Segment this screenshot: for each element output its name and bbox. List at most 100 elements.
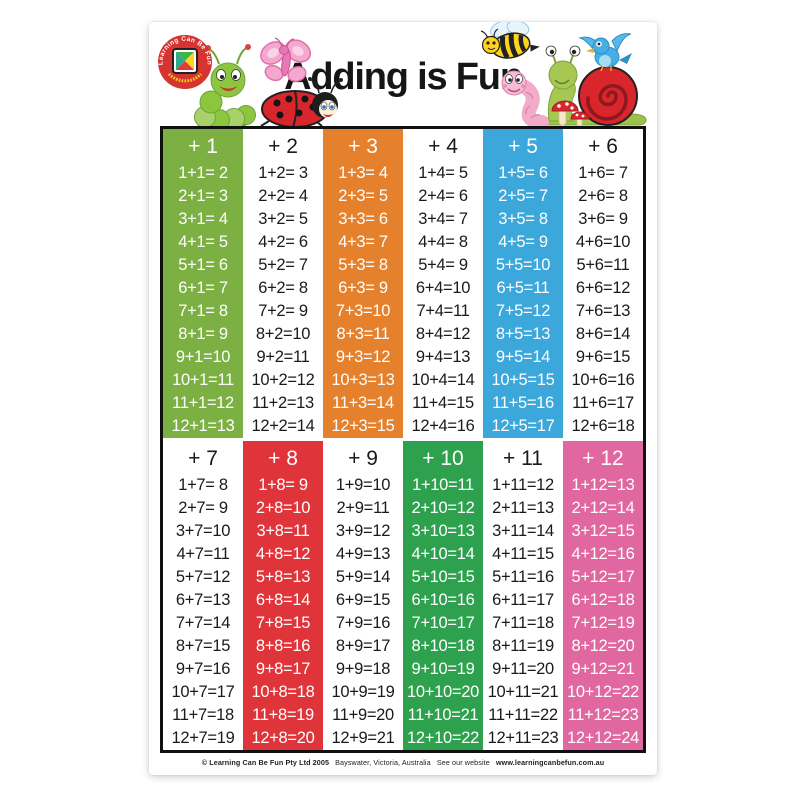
- equation: 3+11=14: [492, 522, 554, 541]
- equation: 9+7=16: [175, 660, 231, 679]
- equation: 1+6= 7: [578, 164, 628, 183]
- equation: 8+1= 9: [178, 325, 228, 344]
- equation: 2+6= 8: [578, 187, 628, 206]
- column-header: + 5: [508, 135, 538, 158]
- equation: 12+12=24: [567, 729, 639, 748]
- copyright-location: Bayswater, Victoria, Australia: [335, 758, 431, 767]
- equation: 8+8=16: [255, 637, 311, 656]
- equation: 10+1=11: [172, 371, 234, 390]
- equation: 9+12=21: [571, 660, 635, 679]
- column-header: + 2: [268, 135, 298, 158]
- equation: 2+2= 4: [258, 187, 308, 206]
- equation: 1+4= 5: [418, 164, 468, 183]
- equation: 2+7= 9: [178, 499, 228, 518]
- equation: 10+7=17: [171, 683, 235, 702]
- equation: 4+3= 7: [338, 233, 388, 252]
- column-header: + 6: [588, 135, 618, 158]
- equation: 10+5=15: [491, 371, 555, 390]
- addition-column: + 7 1+7= 8 2+7= 9 3+7=10 4+7=11 5+7=12 6+7=13 7…: [163, 441, 243, 750]
- equation: 7+4=11: [416, 302, 470, 321]
- equation: 12+5=17: [491, 417, 555, 436]
- addition-column: + 4 1+4= 5 2+4= 6 3+4= 7 4+4= 8 5+4= 9 6+4=10 7…: [403, 129, 483, 438]
- addition-column: + 9 1+9=10 2+9=11 3+9=12 4+9=13 5+9=14 6+9=15 7…: [323, 441, 403, 750]
- addition-column: + 8 1+8= 9 2+8=10 3+8=11 4+8=12 5+8=13 6+8=14 7…: [243, 441, 323, 750]
- equation: 9+8=17: [255, 660, 311, 679]
- copyright-publisher: © Learning Can Be Fun Pty Ltd 2005: [201, 758, 330, 767]
- addition-column: + 12 1+12=13 2+12=14 3+12=15 4+12=16 5+12=17 6…: [563, 441, 643, 750]
- equation: 7+3=10: [335, 302, 391, 321]
- equation: 9+2=11: [256, 348, 310, 367]
- equation: 5+9=14: [335, 568, 391, 587]
- equation: 11+5=16: [492, 394, 554, 413]
- equation: 10+6=16: [571, 371, 635, 390]
- column-header: + 3: [348, 135, 378, 158]
- equation: 6+7=13: [175, 591, 231, 610]
- equation: 2+8=10: [255, 499, 311, 518]
- equation: 8+7=15: [175, 637, 231, 656]
- equation: 10+11=21: [487, 683, 559, 702]
- equation: 5+5=10: [495, 256, 551, 275]
- equation: 3+12=15: [571, 522, 635, 541]
- equation: 7+9=16: [335, 614, 391, 633]
- lcbf-logo: Learning Can Be Fun: [157, 35, 212, 89]
- equation: 3+8=11: [256, 522, 310, 541]
- equation: 4+6=10: [575, 233, 631, 252]
- equation: 1+8= 9: [258, 476, 308, 495]
- column-header: + 7: [188, 447, 218, 470]
- equation: 11+4=15: [412, 394, 474, 413]
- equation: 8+4=12: [415, 325, 471, 344]
- equation: 3+3= 6: [338, 210, 388, 229]
- equation: 7+2= 9: [258, 302, 308, 321]
- equation: 6+12=18: [571, 591, 635, 610]
- equation: 4+7=11: [176, 545, 230, 564]
- equation: 2+3= 5: [338, 187, 388, 206]
- equation: 7+5=12: [495, 302, 551, 321]
- equation: 12+9=21: [331, 729, 395, 748]
- equation: 1+11=12: [492, 476, 554, 495]
- equation: 2+12=14: [571, 499, 635, 518]
- equation: 9+3=12: [335, 348, 391, 367]
- equation: 5+3= 8: [338, 256, 388, 275]
- equation: 5+11=16: [492, 568, 554, 587]
- equation: 1+2= 3: [258, 164, 308, 183]
- equation: 5+10=15: [411, 568, 475, 587]
- equation: 6+11=17: [492, 591, 554, 610]
- logo-established-band: [167, 72, 203, 83]
- addition-column: + 1 1+1= 2 2+1= 3 3+1= 4 4+1= 5 5+1= 6 6+1= 7 7…: [163, 129, 243, 438]
- addition-column: + 10 1+10=11 2+10=12 3+10=13 4+10=14 5+10=15 6…: [403, 441, 483, 750]
- equation: 1+5= 6: [498, 164, 548, 183]
- equation: 9+10=19: [411, 660, 475, 679]
- equation: 11+10=21: [407, 706, 479, 725]
- equation: 7+6=13: [575, 302, 631, 321]
- equation: 12+1=13: [171, 417, 235, 436]
- addition-column: + 2 1+2= 3 2+2= 4 3+2= 5 4+2= 6 5+2= 7 6+2= 8 7…: [243, 129, 323, 438]
- equation: 6+2= 8: [258, 279, 308, 298]
- equation: 9+11=20: [492, 660, 554, 679]
- equation: 11+2=13: [252, 394, 314, 413]
- equation: 12+6=18: [571, 417, 635, 436]
- equation: 2+11=13: [492, 499, 554, 518]
- equation: 5+8=13: [255, 568, 311, 587]
- equation: 11+3=14: [332, 394, 394, 413]
- equation: 1+12=13: [571, 476, 635, 495]
- equation: 7+7=14: [175, 614, 231, 633]
- column-header: + 12: [582, 447, 624, 470]
- equation: 8+9=17: [335, 637, 391, 656]
- addition-column: + 11 1+11=12 2+11=13 3+11=14 4+11=15 5+11=16 6…: [483, 441, 563, 750]
- equation: 11+8=19: [252, 706, 314, 725]
- column-header: + 9: [348, 447, 378, 470]
- equation: 6+4=10: [415, 279, 471, 298]
- equation: 6+8=14: [255, 591, 311, 610]
- equation: 5+6=11: [576, 256, 630, 275]
- column-header: + 11: [503, 447, 543, 470]
- equation: 8+5=13: [495, 325, 551, 344]
- addition-column: + 5 1+5= 6 2+5= 7 3+5= 8 4+5= 9 5+5=10 6+5=11 7…: [483, 129, 563, 438]
- equation: 12+7=19: [171, 729, 235, 748]
- equation: 1+1= 2: [178, 164, 228, 183]
- equation: 4+1= 5: [178, 233, 228, 252]
- table-block: + 1 1+1= 2 2+1= 3 3+1= 4 4+1= 5 5+1= 6 6+1= 7 7…: [163, 129, 643, 438]
- equation: 1+3= 4: [338, 164, 388, 183]
- equation: 5+2= 7: [258, 256, 308, 275]
- equation: 9+5=14: [495, 348, 551, 367]
- equation: 4+11=15: [492, 545, 554, 564]
